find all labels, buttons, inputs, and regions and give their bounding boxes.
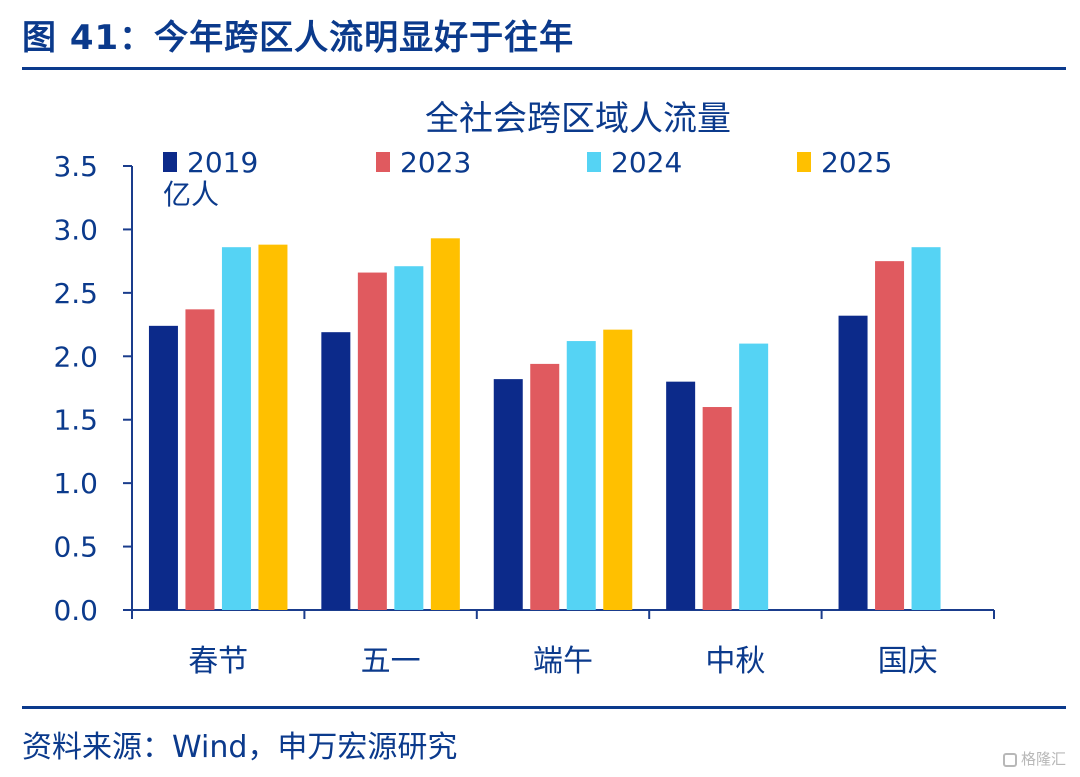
bar-2019 [838, 315, 868, 610]
figure-title: 图 41：今年跨区人流明显好于往年 [22, 18, 575, 58]
bar-2023 [530, 363, 560, 610]
legend-swatch-2019 [163, 152, 177, 172]
y-tick-label: 2.5 [53, 277, 98, 310]
y-tick-label: 1.0 [53, 467, 98, 500]
bar-2019 [321, 332, 351, 610]
legend-label-2019: 2019 [187, 146, 258, 179]
bar-2024 [394, 266, 424, 610]
bar-2023 [185, 309, 215, 610]
bar-2019 [493, 379, 523, 610]
bar-2024 [739, 343, 769, 610]
legend-swatch-2024 [587, 152, 601, 172]
legend-swatch-2025 [797, 152, 811, 172]
y-tick-label: 1.5 [53, 404, 98, 437]
bar-2025 [430, 238, 460, 610]
bar-2019 [666, 381, 696, 610]
bar-2023 [357, 272, 387, 610]
legend-label-2023: 2023 [400, 146, 471, 179]
title-rule [22, 67, 1066, 70]
legend-label-2025: 2025 [821, 146, 892, 179]
bar-2025 [258, 244, 288, 610]
y-unit-label: 亿人 [163, 178, 219, 211]
bar-chart: 全社会跨区域人流量 0.0 0.5 1.0 1.5 2.0 2.5 3.0 3.5 春节 五一 端午 中… [53, 99, 995, 679]
bar-2019 [148, 325, 178, 610]
y-tick-label: 3.0 [53, 213, 98, 246]
x-tick-label: 国庆 [878, 644, 938, 679]
watermark: 格隆汇 [1002, 748, 1066, 769]
bar-2024 [566, 341, 596, 610]
watermark-text: 格隆汇 [1020, 750, 1066, 768]
bar-2024 [911, 247, 941, 610]
chart-title: 全社会跨区域人流量 [425, 99, 731, 139]
watermark-logo-icon [1002, 753, 1017, 767]
y-tick-label: 3.5 [53, 150, 98, 183]
legend-label-2024: 2024 [611, 146, 682, 179]
bar-2025 [603, 329, 633, 610]
x-tick-label: 五一 [361, 644, 421, 679]
y-tick-label: 0.5 [53, 531, 98, 564]
y-tick-label: 2.0 [53, 340, 98, 373]
y-tick-label: 0.0 [53, 594, 98, 627]
x-tick-label: 中秋 [705, 644, 765, 679]
x-tick-label: 春节 [188, 644, 248, 679]
x-tick-label: 端午 [533, 644, 593, 679]
source-note: 资料来源：Wind，申万宏源研究 [22, 730, 458, 765]
bar-2023 [702, 407, 732, 610]
bar-2024 [221, 247, 251, 610]
source-rule [22, 706, 1066, 709]
legend-swatch-2023 [376, 152, 390, 172]
bar-2023 [875, 261, 905, 610]
